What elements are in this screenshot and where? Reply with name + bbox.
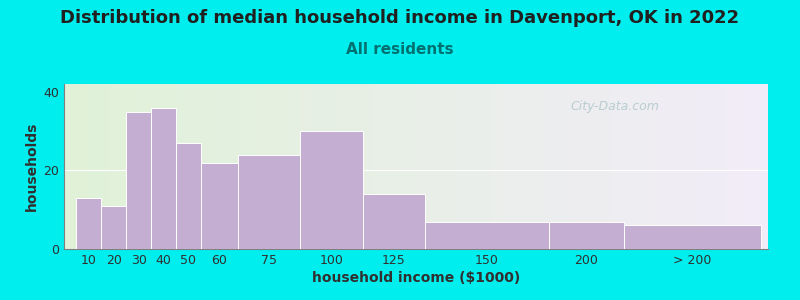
Bar — [102, 206, 126, 249]
Bar — [77, 198, 102, 249]
Text: Distribution of median household income in Davenport, OK in 2022: Distribution of median household income … — [61, 9, 739, 27]
Bar — [549, 221, 624, 249]
Bar — [201, 163, 238, 249]
Bar — [425, 221, 549, 249]
Bar — [362, 194, 425, 249]
Bar — [151, 108, 176, 249]
X-axis label: household income ($1000): household income ($1000) — [312, 271, 520, 285]
Text: All residents: All residents — [346, 42, 454, 57]
Bar — [624, 225, 761, 249]
Text: City-Data.com: City-Data.com — [571, 100, 660, 113]
Bar — [176, 143, 201, 249]
Y-axis label: households: households — [25, 122, 39, 211]
Bar — [238, 155, 300, 249]
Bar — [126, 112, 151, 249]
Bar — [300, 131, 362, 249]
